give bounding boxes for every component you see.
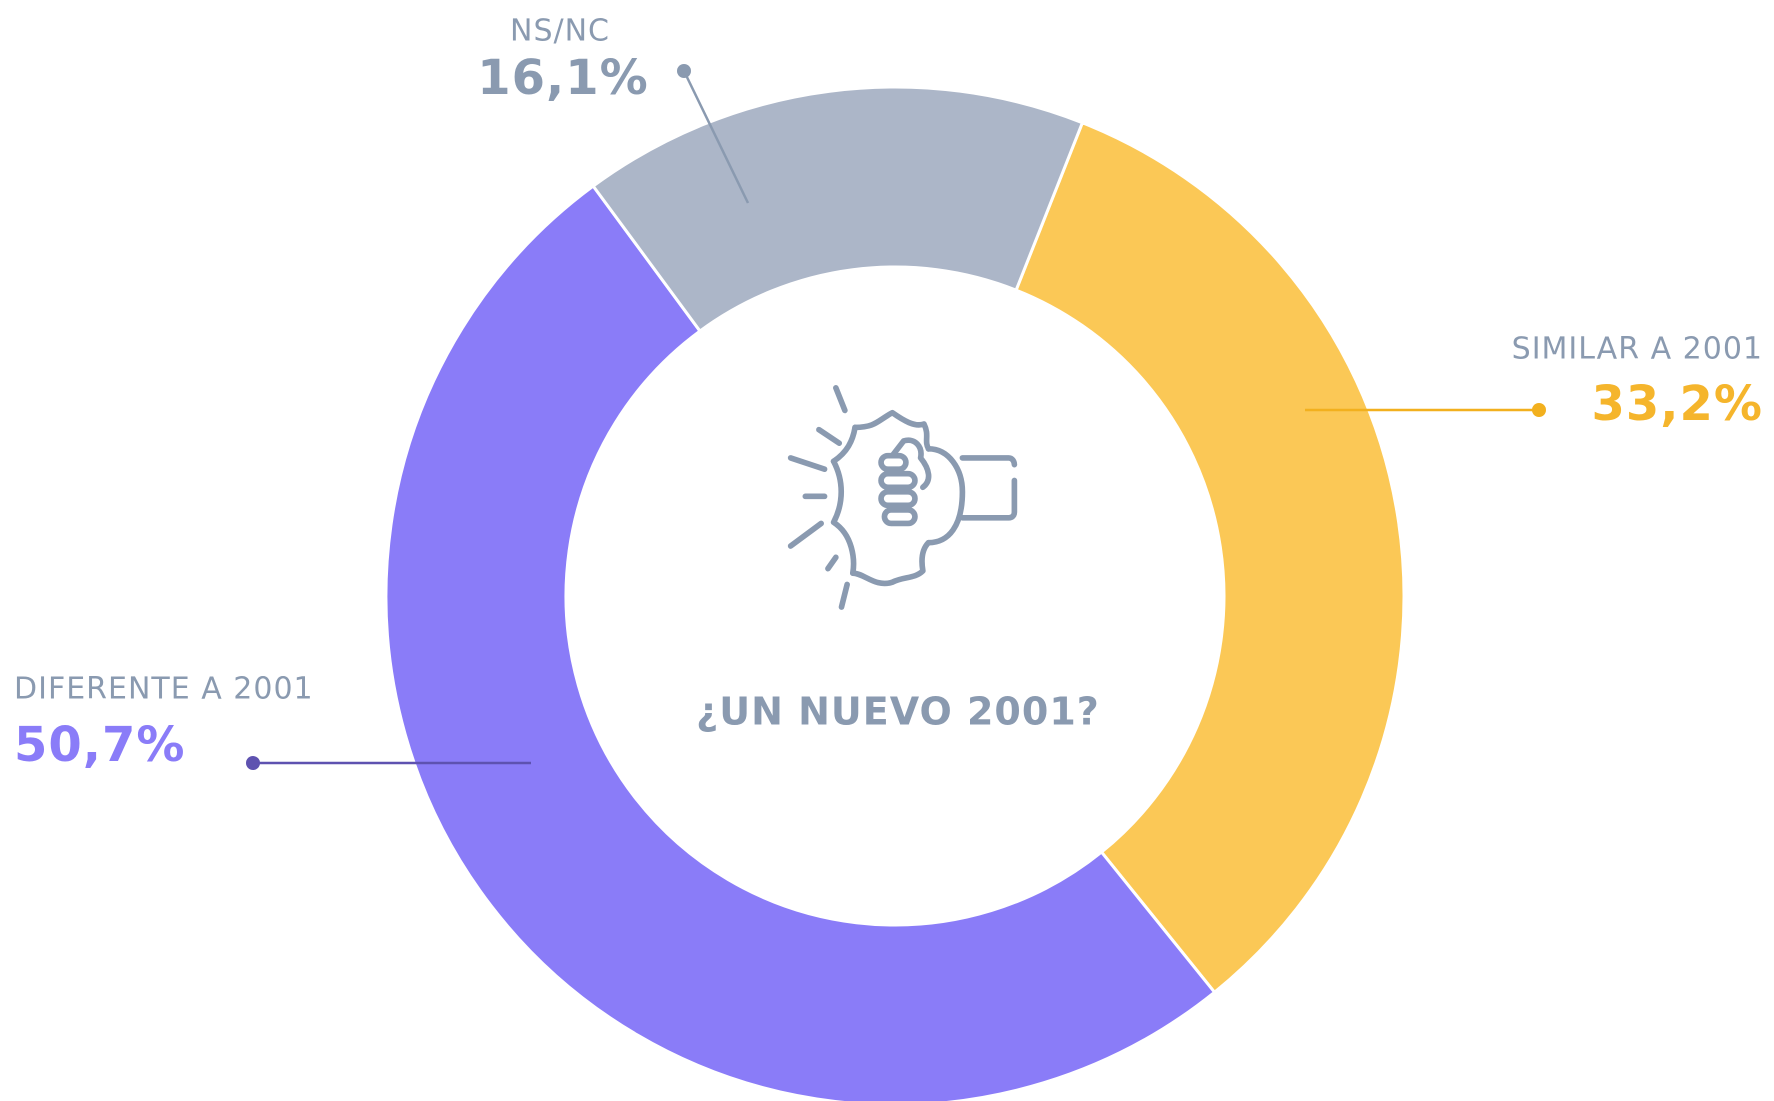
leader-dot xyxy=(246,756,260,770)
donut xyxy=(384,85,1406,1101)
leader-dot xyxy=(1532,403,1546,417)
donut-slice xyxy=(1014,120,1406,995)
category-label: DIFERENTE A 2001 xyxy=(14,672,314,707)
leader-dot xyxy=(677,64,691,78)
center-title: ¿UN NUEVO 2001? xyxy=(696,690,1100,734)
value-label: 50,7% xyxy=(14,717,186,773)
leader-line xyxy=(682,70,750,204)
category-label: NS/NC xyxy=(510,14,610,49)
value-label: 16,1% xyxy=(477,50,649,106)
fist-icon xyxy=(787,385,1018,610)
donut-slice xyxy=(591,85,1085,334)
labels: SIMILAR A 2001 33,2% DIFERENTE A 2001 50,7%… xyxy=(14,14,1763,774)
value-label: 33,2% xyxy=(1591,376,1763,432)
category-label: SIMILAR A 2001 xyxy=(1512,332,1763,367)
donut-slice xyxy=(384,183,1217,1101)
